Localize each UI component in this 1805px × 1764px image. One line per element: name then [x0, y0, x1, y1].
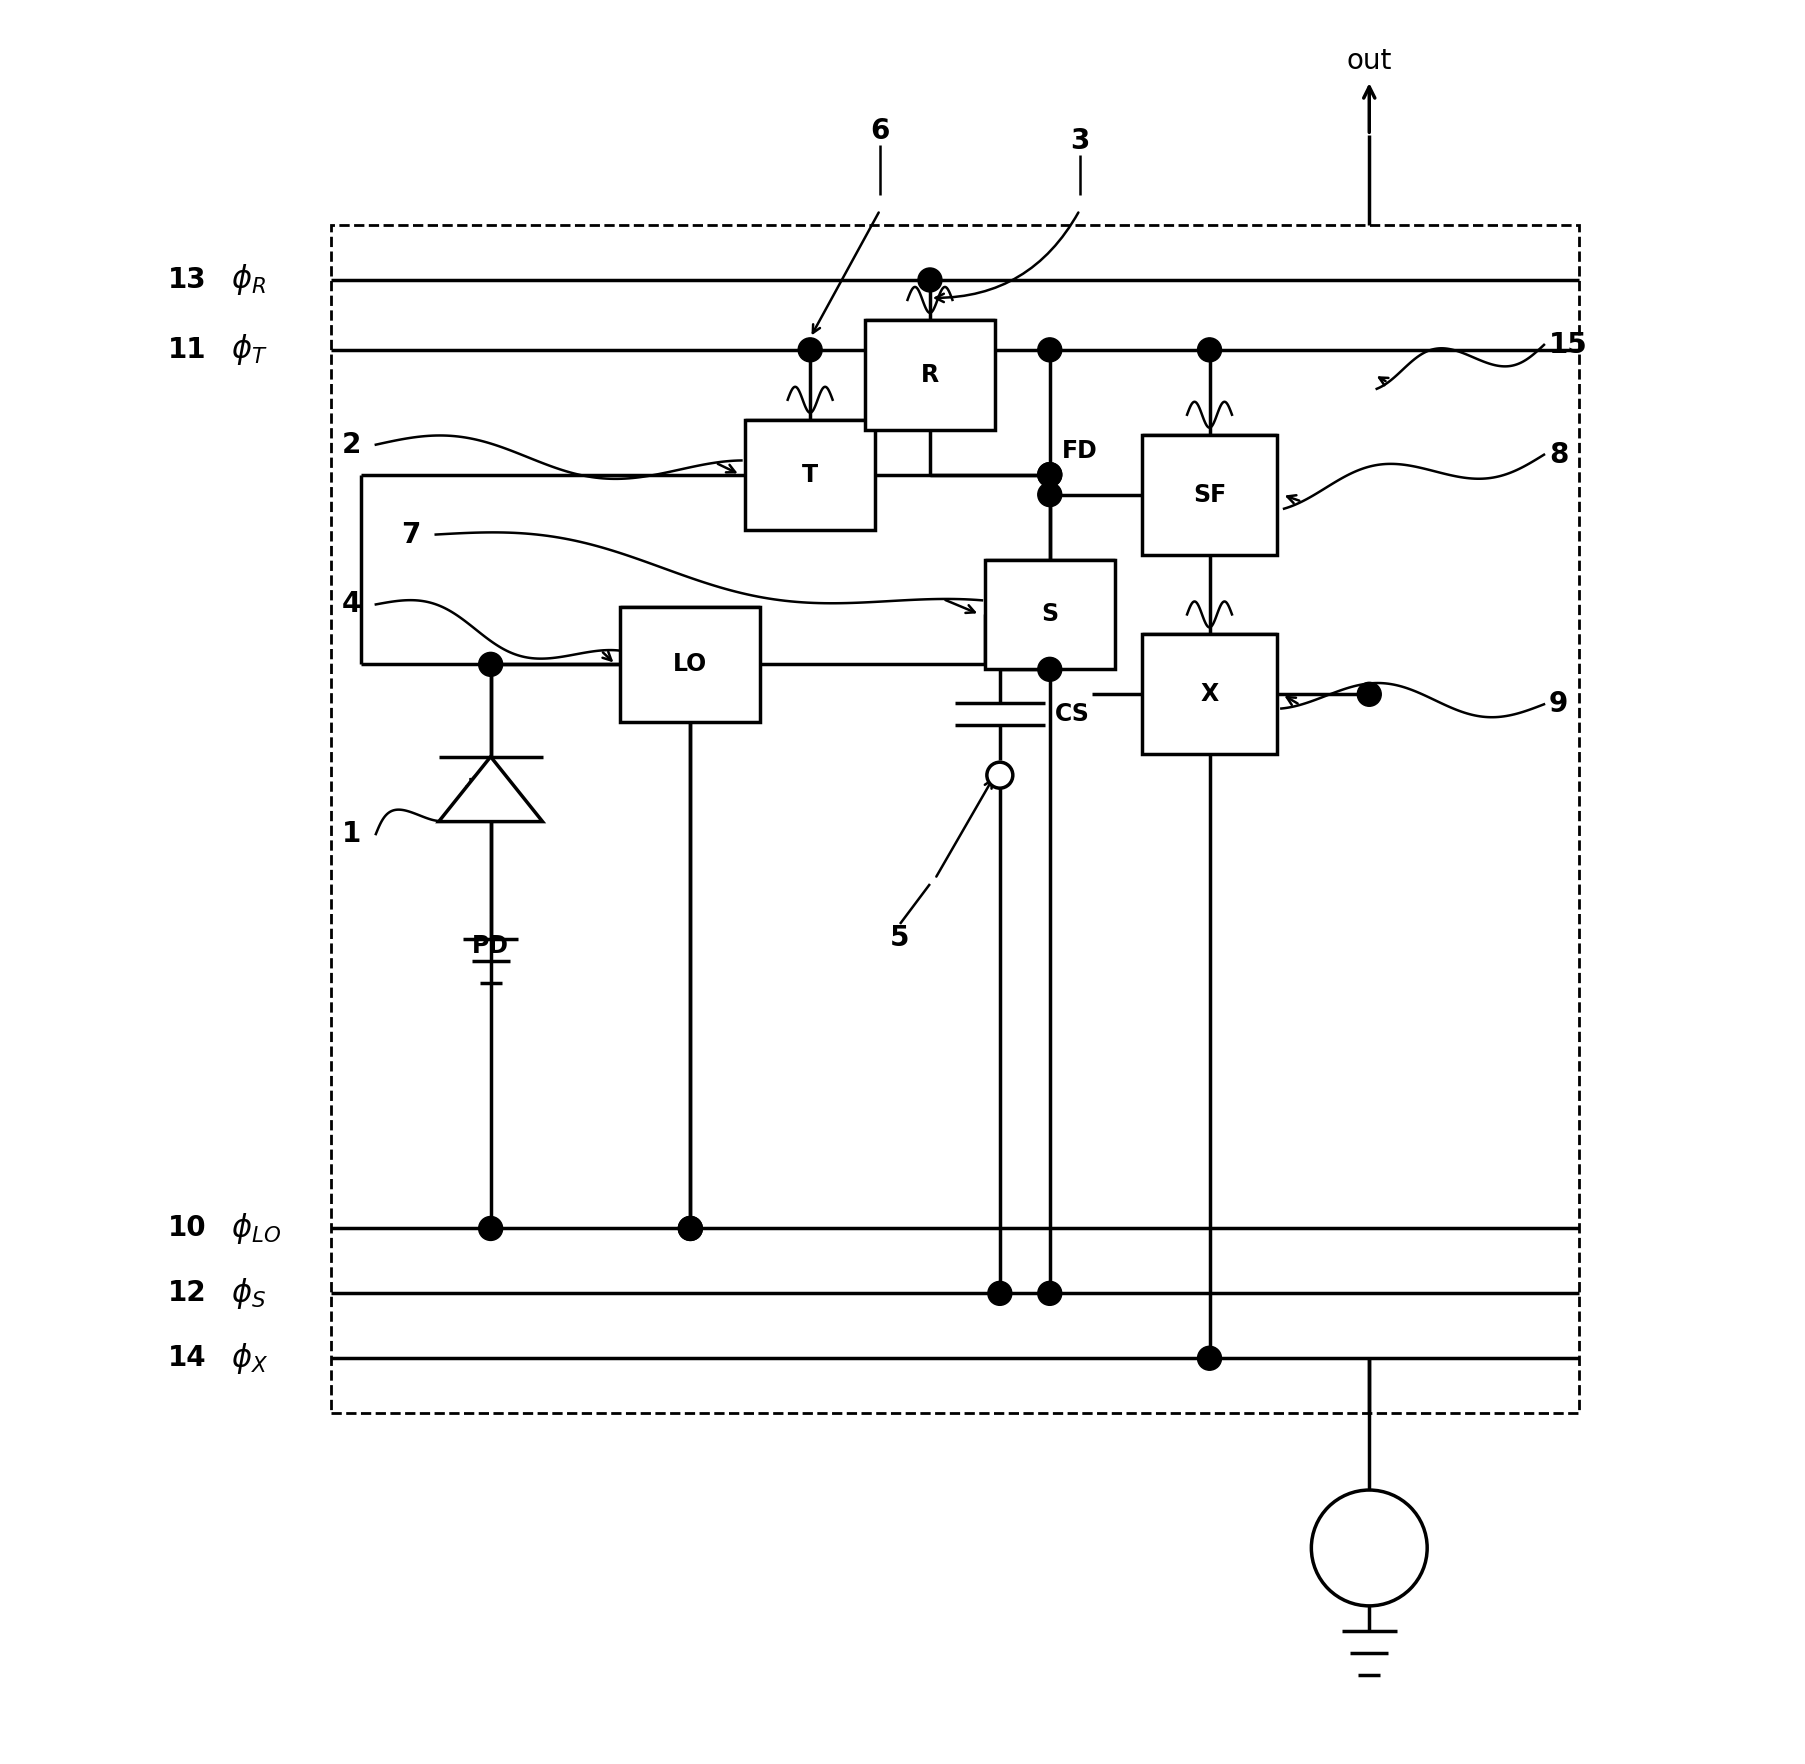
Circle shape: [1038, 462, 1061, 487]
Circle shape: [1357, 683, 1381, 706]
Text: 10: 10: [168, 1214, 206, 1242]
Circle shape: [798, 339, 821, 362]
Bar: [1141, 635, 1276, 755]
Text: PD: PD: [471, 933, 509, 958]
Text: $\phi_{LO}$: $\phi_{LO}$: [231, 1210, 282, 1245]
Text: $\phi_S$: $\phi_S$: [231, 1275, 265, 1311]
Circle shape: [478, 653, 502, 676]
Circle shape: [1038, 339, 1061, 362]
Bar: [330, 226, 1578, 1413]
Circle shape: [1038, 1281, 1061, 1305]
Text: 11: 11: [168, 335, 206, 363]
Text: 6: 6: [870, 116, 890, 145]
Circle shape: [917, 268, 942, 291]
Text: 4: 4: [341, 591, 361, 619]
Bar: [745, 420, 875, 529]
Circle shape: [1038, 483, 1061, 506]
Bar: [1141, 434, 1276, 554]
Circle shape: [987, 1281, 1011, 1305]
Text: 15: 15: [1549, 332, 1587, 358]
Text: 5: 5: [890, 924, 910, 953]
Circle shape: [1197, 339, 1220, 362]
Circle shape: [1038, 462, 1061, 487]
Text: FD: FD: [1061, 439, 1097, 462]
Text: 3: 3: [1069, 127, 1088, 155]
Polygon shape: [439, 757, 542, 822]
Circle shape: [1197, 1346, 1220, 1371]
Text: 14: 14: [168, 1344, 206, 1372]
Text: CS: CS: [1054, 702, 1088, 727]
Text: 12: 12: [168, 1279, 206, 1307]
Text: SF: SF: [1193, 483, 1226, 506]
Text: 9: 9: [1549, 690, 1567, 718]
Bar: [865, 319, 995, 430]
Text: 8: 8: [1549, 441, 1567, 469]
Text: $\phi_X$: $\phi_X$: [231, 1341, 269, 1376]
Circle shape: [679, 1217, 702, 1240]
Text: 7: 7: [401, 520, 421, 549]
Text: 1: 1: [341, 820, 361, 848]
Circle shape: [679, 1217, 702, 1240]
Text: LO: LO: [673, 653, 708, 676]
Text: 2: 2: [341, 430, 361, 459]
Text: R: R: [921, 363, 939, 386]
Text: 13: 13: [168, 266, 206, 295]
Text: $\phi_R$: $\phi_R$: [231, 263, 265, 298]
Text: $\phi_T$: $\phi_T$: [231, 332, 267, 367]
Circle shape: [478, 1217, 502, 1240]
Text: T: T: [801, 462, 818, 487]
Bar: [984, 559, 1114, 669]
Circle shape: [1038, 658, 1061, 681]
Text: S: S: [1041, 603, 1058, 626]
Circle shape: [1310, 1491, 1426, 1605]
Text: X: X: [1200, 683, 1218, 706]
Bar: [621, 607, 760, 721]
Text: out: out: [1347, 48, 1392, 76]
Circle shape: [986, 762, 1013, 789]
